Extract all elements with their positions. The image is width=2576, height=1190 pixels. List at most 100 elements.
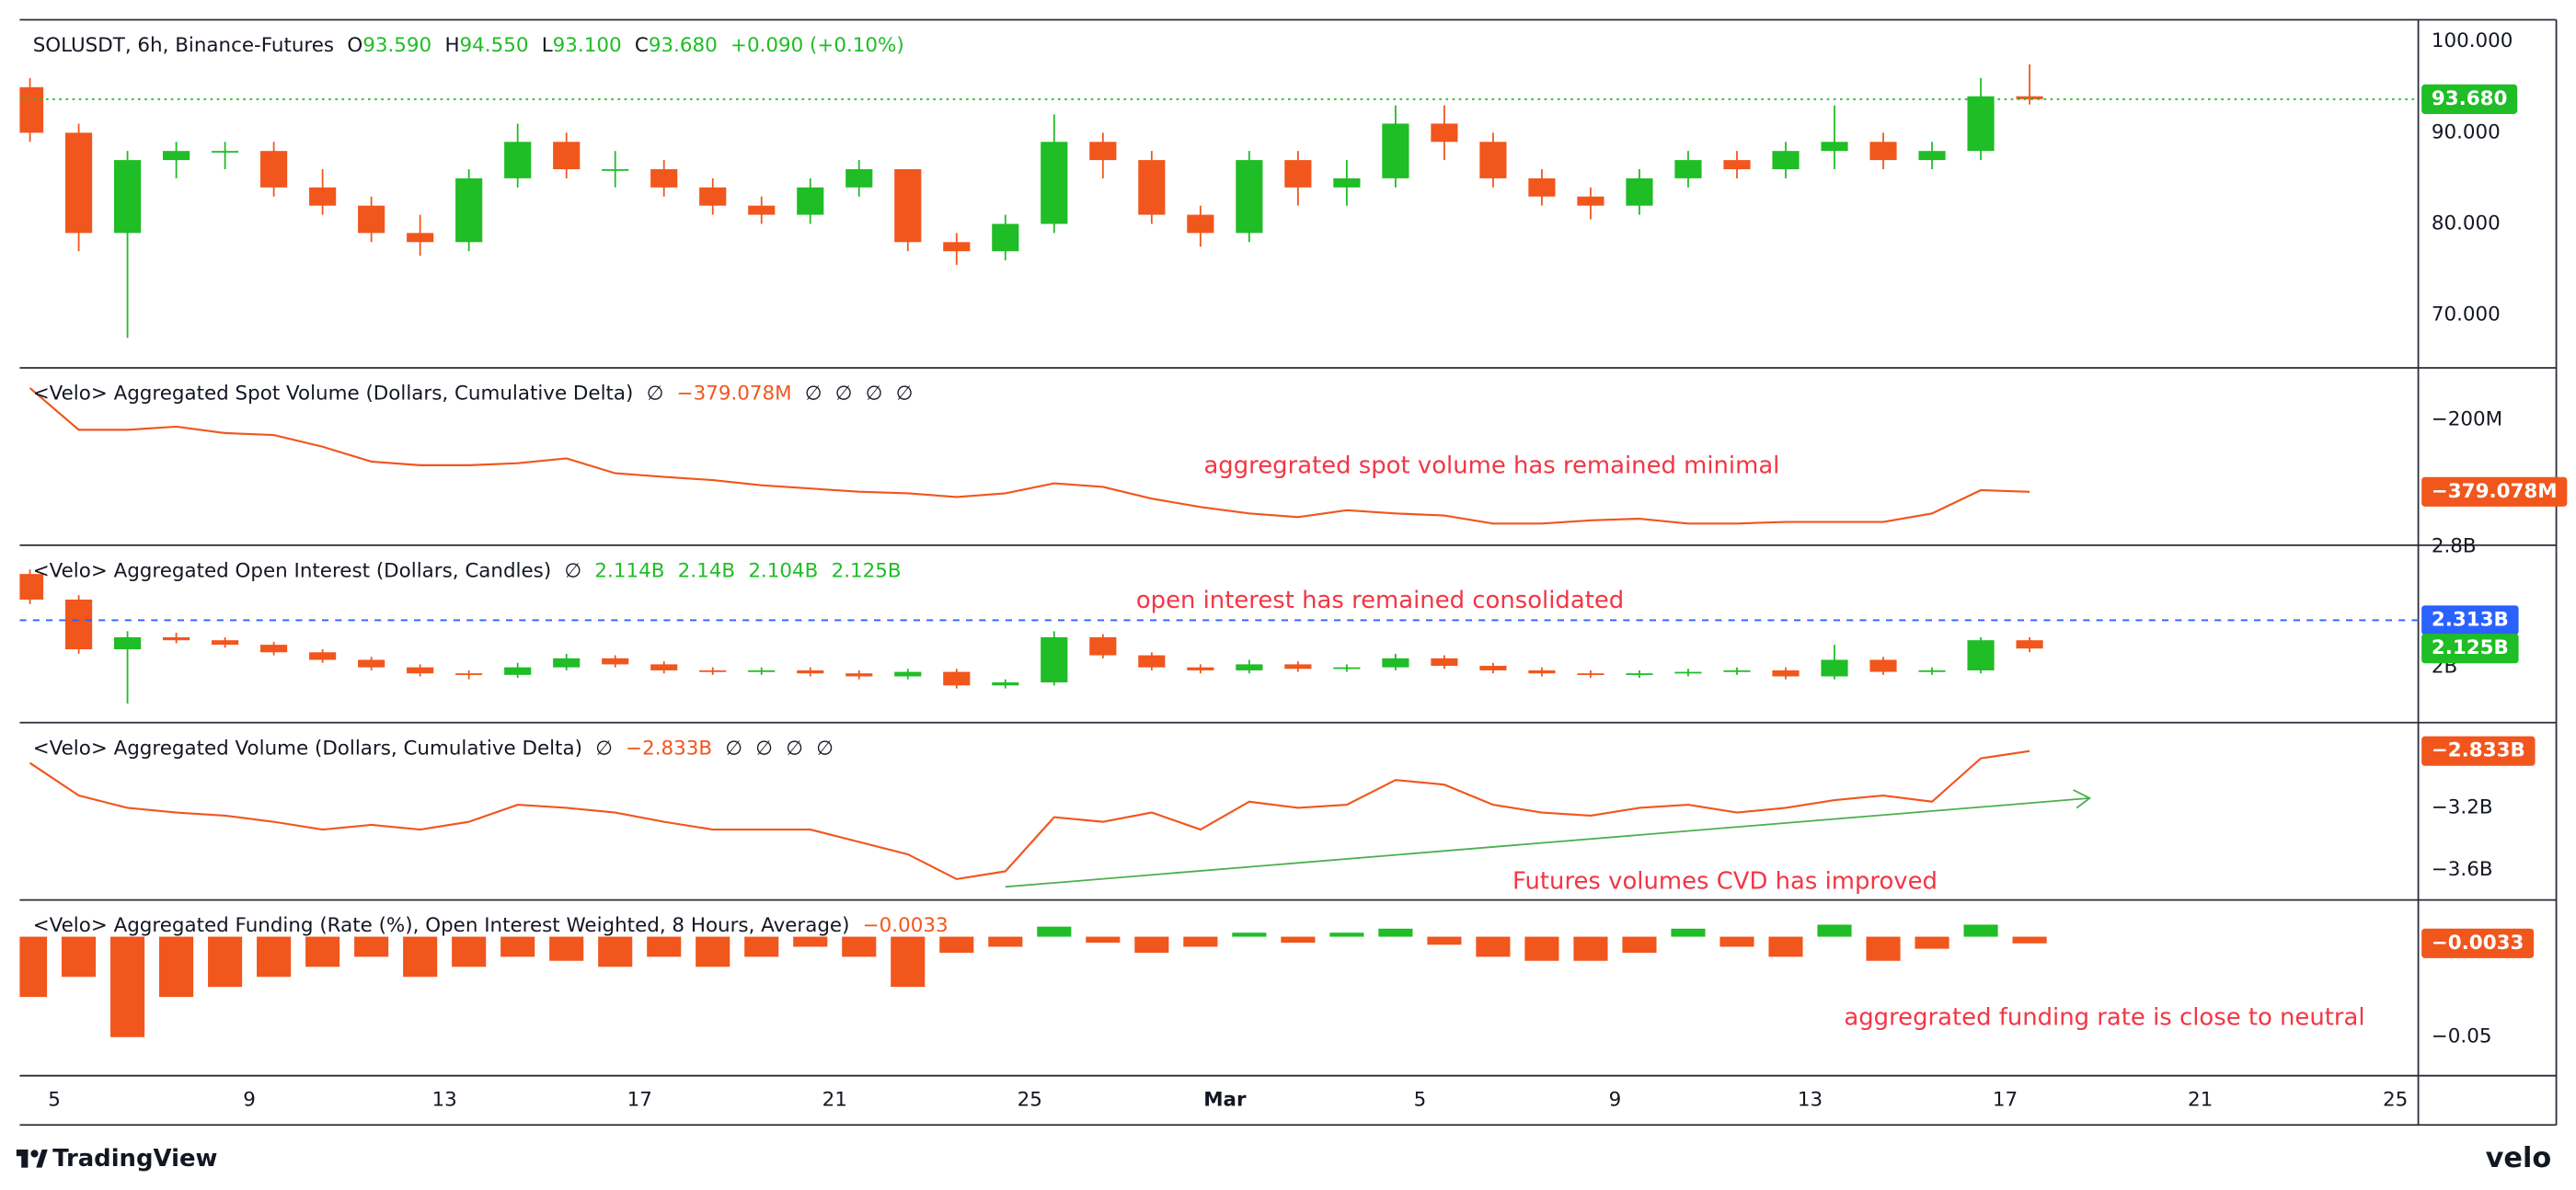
annotation: open interest has remained consolidated [1136,587,1624,614]
legend-value: 2.104B [748,559,818,582]
candle-body [1382,658,1409,668]
candle-body [1626,177,1653,206]
bar [208,936,243,988]
bar [159,936,194,998]
legend-title: <Velo> Aggregated Spot Volume (Dollars, … [33,383,634,406]
candle-body [797,187,824,215]
candle-body [309,187,337,206]
candle-body [1723,160,1751,169]
candle-body [1138,160,1166,215]
candle-body [1479,666,1507,670]
source: velo [2486,1142,2552,1174]
series-line [29,387,2030,525]
candle-body [1772,669,1800,677]
candle-body [1772,151,1800,169]
bar [793,936,828,947]
arrow-shaft [1005,797,2090,888]
candle-body [845,168,873,188]
candle-body [260,645,288,653]
legend-value: −2.833B [626,737,712,760]
bar [1719,936,1754,947]
candle-body [1236,160,1263,234]
bar [1817,924,1852,937]
candle-body [407,667,434,674]
pane-legend: <Velo> Aggregated Spot Volume (Dollars, … [33,383,914,406]
legend-key: H [444,34,459,57]
x-tick-label: 9 [1609,1088,1622,1111]
legend-title: <Velo> Aggregated Volume (Dollars, Cumul… [33,737,582,760]
candle-body [1918,669,1946,672]
legend-value: ∅ [805,383,822,406]
bar [1378,928,1413,937]
bar [500,936,535,957]
candle-body [1089,636,1117,656]
candle-body [992,682,1019,686]
candle-body [1723,669,1751,672]
candle-body [212,640,239,646]
price-label: −2.833B [2432,739,2525,762]
bar [696,936,730,967]
candle-body [1577,196,1604,206]
bar [1232,933,1267,937]
price-label: 2.313B [2432,608,2509,631]
candle-body [1869,659,1897,672]
candle-body [358,659,385,668]
bar [1768,936,1803,957]
x-tick-label: 25 [1018,1088,1042,1111]
candle-body [260,151,288,188]
candle-body [1333,177,1361,188]
candle-body [163,636,190,641]
candle-body [114,160,142,234]
candle-body [1284,664,1312,669]
legend-value: 2.14B [678,559,735,582]
legend-value: ∅ [896,383,914,406]
arrow-head [2073,789,2092,809]
candle-body [1528,669,1556,674]
x-tick-label: 25 [2383,1088,2408,1111]
logo-part [36,1150,48,1168]
logo-part [30,1150,39,1158]
y-tick-label: −3.6B [2432,858,2493,881]
candle-body [797,669,824,674]
candle-body [504,142,532,178]
bar [305,936,340,967]
price-label-box [2421,928,2535,958]
candle-body [64,599,93,650]
candle-body [894,168,922,243]
bar [1427,936,1462,945]
legend-title: <Velo> Aggregated Open Interest (Dollars… [33,559,551,582]
x-tick-label: 5 [48,1088,61,1111]
candle-body [748,669,776,672]
candle-body [1187,214,1214,234]
x-tick-label: 17 [627,1088,652,1111]
candle-body [1821,659,1848,677]
candle-body [1382,123,1409,178]
legend-value: ∅ [564,559,581,582]
candle-body [1041,142,1068,224]
bar [1671,928,1706,937]
y-tick-label: −3.2B [2432,795,2493,818]
candle-body [1626,673,1653,676]
bar [1622,936,1657,954]
series-line [29,749,2030,881]
price-axis: 100.000 90.000 80.000 70.000 93.680 [2421,29,2518,326]
candle-body [1821,142,1848,152]
legend-value: 2.114B [594,559,664,582]
candle-body [845,673,873,677]
candle-body [407,233,434,243]
price-axis: −0.05 −0.0033 [2421,928,2535,1048]
candle-body [1236,664,1263,670]
legend-value: ∅ [835,383,853,406]
candle-body [1674,160,1702,178]
bar [939,936,974,954]
bar [1915,936,1949,949]
candle-body [309,652,337,660]
bar [598,936,633,967]
candle-body [163,151,190,161]
legend-value: 94.550 [460,34,529,57]
candle-body [1869,142,1897,161]
legend-title: SOLUSDT, 6h, Binance-Futures [33,34,334,57]
x-tick-label: 21 [822,1088,847,1111]
